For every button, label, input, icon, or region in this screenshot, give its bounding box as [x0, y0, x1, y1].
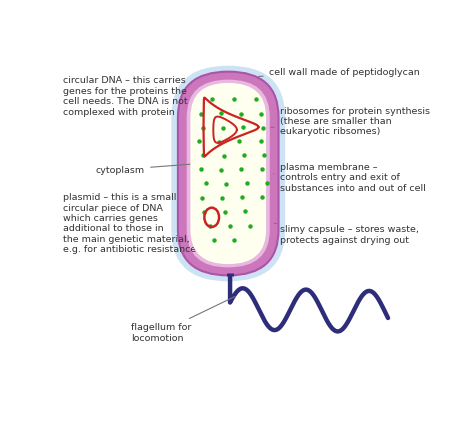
FancyBboxPatch shape [186, 80, 271, 268]
Text: plasmid – this is a small
circular piece of DNA
which carries genes
additional t: plasmid – this is a small circular piece… [63, 193, 203, 254]
FancyBboxPatch shape [191, 84, 266, 264]
Text: flagellum for
locomotion: flagellum for locomotion [131, 297, 235, 342]
Text: plasma membrane –
controls entry and exit of
substances into and out of cell: plasma membrane – controls entry and exi… [273, 163, 425, 192]
Text: slimy capsule – stores waste,
protects against drying out: slimy capsule – stores waste, protects a… [274, 224, 419, 244]
Text: cell wall made of peptidoglycan: cell wall made of peptidoglycan [258, 68, 419, 77]
Text: ribosomes for protein synthesis
(these are smaller than
eukaryotic ribsomes): ribosomes for protein synthesis (these a… [271, 106, 429, 136]
Text: circular DNA – this carries
genes for the proteins the
cell needs. The DNA is no: circular DNA – this carries genes for th… [63, 76, 201, 118]
FancyBboxPatch shape [178, 73, 279, 276]
FancyBboxPatch shape [171, 67, 285, 282]
Text: cytoplasm: cytoplasm [96, 164, 196, 175]
